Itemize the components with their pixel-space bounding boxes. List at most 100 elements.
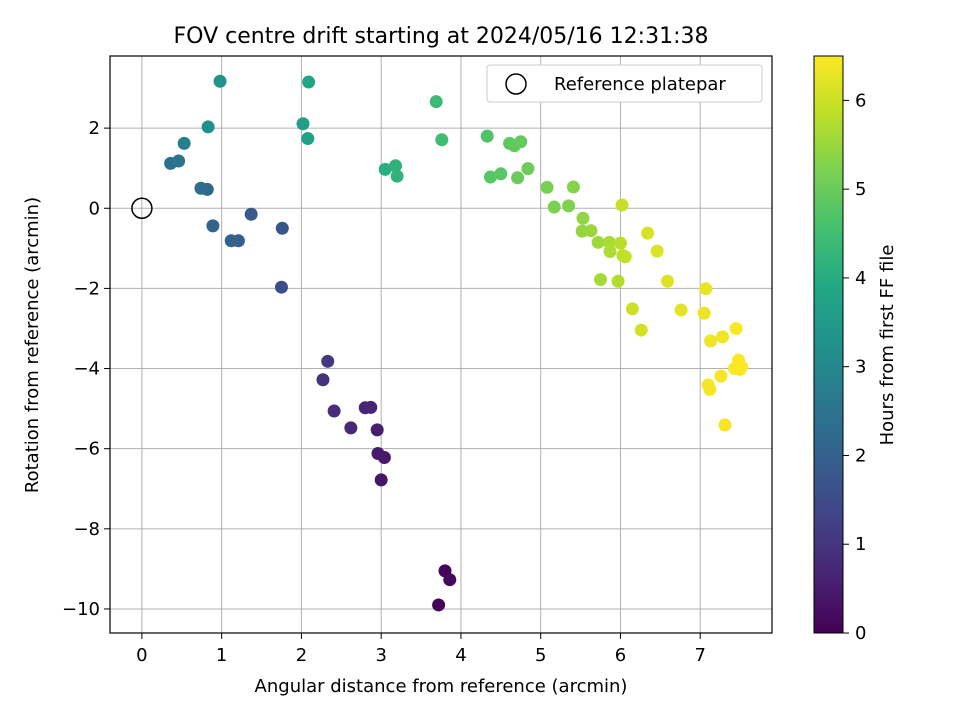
data-point: [177, 136, 191, 150]
x-axis-label: Angular distance from reference (arcmin): [255, 676, 628, 697]
data-point: [521, 162, 535, 176]
data-point: [729, 321, 743, 335]
y-tick-label: 0: [89, 198, 100, 219]
data-point: [494, 167, 508, 181]
data-point: [370, 423, 384, 437]
data-point: [224, 234, 238, 248]
data-point: [674, 303, 688, 317]
data-point: [302, 75, 316, 89]
data-point: [389, 159, 403, 173]
x-tick-label: 6: [615, 645, 626, 666]
data-point: [591, 235, 605, 249]
data-point: [603, 245, 617, 259]
data-point: [358, 401, 372, 415]
data-point: [206, 219, 220, 233]
data-point: [316, 373, 330, 387]
x-tick-label: 2: [296, 645, 307, 666]
data-point: [634, 323, 648, 337]
grid-lines: [110, 56, 772, 633]
colorbar-tick-label: 0: [855, 623, 866, 644]
plot-frame: [109, 55, 773, 634]
data-point: [703, 382, 717, 396]
y-tick-label: −2: [73, 278, 100, 299]
data-point: [697, 306, 711, 320]
data-point: [562, 199, 576, 213]
legend-reference-marker: [505, 73, 527, 95]
data-point: [390, 169, 404, 183]
x-tick-label: 3: [375, 645, 386, 666]
colorbar-label: Hours from first FF file: [877, 245, 898, 446]
data-point: [594, 273, 608, 287]
data-point: [625, 302, 639, 316]
data-point: [716, 330, 730, 344]
data-point: [483, 170, 497, 184]
data-point: [611, 274, 625, 288]
data-point: [301, 132, 315, 146]
data-point: [321, 354, 335, 368]
data-point: [374, 473, 388, 487]
colorbar-tick-label: 3: [855, 357, 866, 378]
data-point: [275, 221, 289, 235]
data-point: [735, 360, 749, 374]
data-point: [429, 95, 443, 109]
y-axis-ticks: −10 −8 −6 −4 −2 0 2: [62, 118, 110, 620]
x-tick-label: 7: [694, 645, 705, 666]
data-point: [435, 133, 449, 147]
data-point: [641, 226, 655, 240]
y-axis-label: Rotation from reference (arcmin): [22, 197, 43, 493]
x-tick-label: 5: [535, 645, 546, 666]
colorbar-tick-label: 4: [855, 268, 866, 289]
x-tick-label: 1: [216, 645, 227, 666]
data-point: [650, 244, 664, 258]
data-point: [443, 573, 457, 587]
data-point: [699, 282, 713, 296]
chart-title: FOV centre drift starting at 2024/05/16 …: [174, 24, 709, 49]
colorbar: [813, 55, 844, 634]
data-point: [371, 446, 385, 460]
data-point: [576, 211, 590, 225]
y-tick-label: −10: [62, 599, 100, 620]
data-point: [511, 171, 525, 185]
data-point: [718, 418, 732, 432]
colorbar-tick-label: 1: [855, 534, 866, 555]
legend-label: Reference platepar: [554, 74, 726, 95]
data-point: [274, 280, 288, 294]
data-point: [378, 162, 392, 176]
legend-box: [486, 64, 763, 103]
data-point: [613, 236, 627, 250]
data-point: [201, 120, 215, 134]
data-point: [661, 274, 675, 288]
data-point: [194, 181, 208, 195]
data-point: [514, 135, 528, 149]
data-point: [213, 74, 227, 88]
y-tick-label: −8: [73, 519, 100, 540]
legend: Reference platepar: [486, 64, 763, 103]
data-point: [547, 200, 561, 214]
colorbar-tick-label: 6: [855, 90, 866, 111]
data-point: [296, 117, 310, 131]
data-point: [540, 180, 554, 194]
data-point: [432, 598, 446, 612]
y-tick-label: −4: [73, 359, 100, 380]
data-point: [480, 129, 494, 143]
data-point: [244, 207, 258, 221]
colorbar-ticks: 0 1 2 3 4 5 6: [843, 90, 866, 644]
data-point: [704, 334, 718, 348]
data-point: [172, 154, 186, 168]
x-tick-label: 0: [136, 645, 147, 666]
y-tick-label: 2: [89, 118, 100, 139]
data-point: [618, 250, 632, 264]
data-points: [131, 74, 749, 612]
colorbar-tick-label: 5: [855, 179, 866, 200]
x-axis-ticks: 0 1 2 3 4 5 6 7: [136, 633, 706, 666]
data-point: [566, 180, 580, 194]
data-point: [344, 421, 358, 435]
y-tick-label: −6: [73, 439, 100, 460]
data-point: [584, 224, 598, 238]
data-point: [615, 198, 629, 212]
data-point: [714, 369, 728, 383]
colorbar-tick-label: 2: [855, 445, 866, 466]
data-point: [327, 404, 341, 418]
x-tick-label: 4: [455, 645, 466, 666]
